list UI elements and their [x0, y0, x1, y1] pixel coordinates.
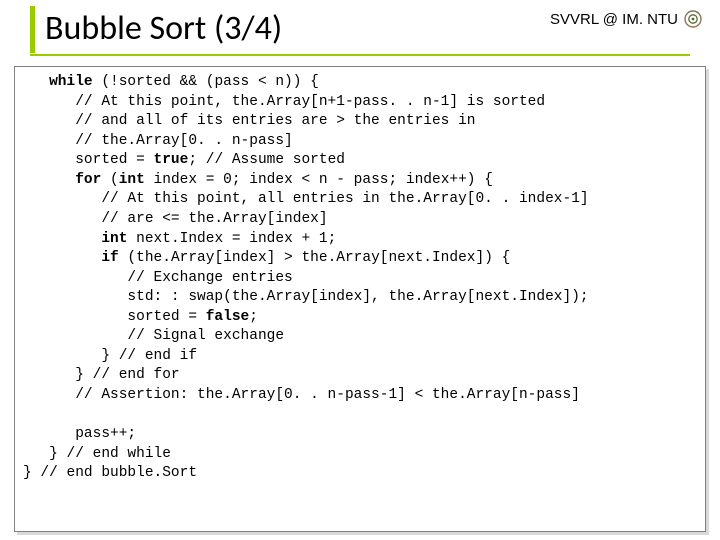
code-line: // Signal exchange: [23, 327, 697, 347]
slide-header: Bubble Sort (3/4) SVVRL @ IM. NTU: [0, 0, 720, 62]
code-line: pass++;: [23, 425, 697, 445]
code-line: } // end for: [23, 366, 697, 386]
code-line: // Assertion: the.Array[0. . n-pass-1] <…: [23, 386, 697, 406]
title-block: Bubble Sort (3/4): [30, 6, 282, 53]
code-line: } // end if: [23, 347, 697, 367]
code-line: if (the.Array[index] > the.Array[next.In…: [23, 249, 697, 269]
header-right-label: SVVRL @ IM. NTU: [550, 10, 702, 28]
code-line: // and all of its entries are > the entr…: [23, 112, 697, 132]
code-block: while (!sorted && (pass < n)) { // At th…: [14, 66, 706, 532]
code-line: for (int index = 0; index < n - pass; in…: [23, 171, 697, 191]
ntu-logo-icon: [684, 10, 702, 28]
code-line: // Exchange entries: [23, 269, 697, 289]
code-line: int next.Index = index + 1;: [23, 230, 697, 250]
code-line: std: : swap(the.Array[index], the.Array[…: [23, 288, 697, 308]
code-line: // At this point, all entries in the.Arr…: [23, 190, 697, 210]
code-line: } // end bubble.Sort: [23, 464, 697, 484]
code-line: // At this point, the.Array[n+1-pass. . …: [23, 93, 697, 113]
code-line: } // end while: [23, 445, 697, 465]
code-line: sorted = false;: [23, 308, 697, 328]
code-line: while (!sorted && (pass < n)) {: [23, 73, 697, 93]
code-line: sorted = true; // Assume sorted: [23, 151, 697, 171]
org-label: SVVRL @ IM. NTU: [550, 11, 678, 28]
title-underline: [30, 54, 690, 56]
code-line: // are <= the.Array[index]: [23, 210, 697, 230]
slide-title: Bubble Sort (3/4): [35, 6, 282, 53]
code-line: // the.Array[0. . n-pass]: [23, 132, 697, 152]
code-line: [23, 406, 697, 426]
